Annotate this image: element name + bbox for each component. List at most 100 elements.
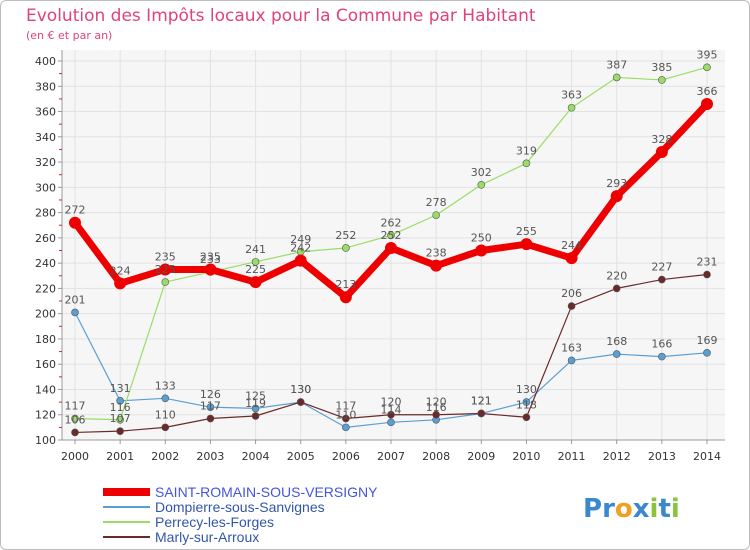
series-point [567,356,576,365]
y-tick-label: 160 [35,358,56,371]
data-label: 130 [290,383,311,396]
series-point [251,404,260,413]
data-label: 110 [155,408,176,421]
data-label: 252 [381,229,402,242]
x-tick-label: 2014 [693,450,721,463]
series-point [703,270,711,279]
series-point [342,244,350,252]
data-label: 117 [335,400,356,413]
series-0 [69,97,713,304]
data-label: 133 [155,379,176,392]
series-point [522,398,531,406]
y-tick-label: 380 [35,80,56,93]
series-point [522,159,531,168]
grid [62,50,725,441]
data-label: 252 [335,229,356,242]
data-label: 116 [426,401,447,414]
series-1 [71,308,711,432]
series-point [206,414,215,423]
x-tick-label: 2002 [151,450,179,463]
series-point [477,181,486,189]
data-label: 302 [471,166,492,179]
data-label: 255 [516,225,537,238]
x-tick-label: 2010 [512,450,540,463]
x-tick-label: 2006 [332,450,360,463]
proxiti-logo-text: Proxiti [583,494,680,524]
y-tick-label: 120 [35,409,56,422]
data-label: 227 [651,261,672,274]
series-point [71,414,79,423]
series-point [204,263,217,276]
series-2 [71,63,711,424]
data-label: 235 [200,250,221,263]
series-point [703,349,711,357]
data-label: 249 [290,233,311,246]
data-label: 168 [606,335,627,348]
data-label: 272 [65,204,86,217]
data-label: 116 [110,401,131,414]
series-point [385,241,397,254]
logo-letter: t [658,494,670,524]
data-label: 224 [110,264,131,277]
data-label: 385 [651,61,672,74]
data-label: 220 [606,269,627,282]
legend: SAINT-ROMAIN-SOUS-VERSIGNYDompierre-sous… [103,484,378,545]
series-point [655,145,668,158]
proxiti-logo: Proxiti [583,494,680,524]
data-label: 387 [606,58,627,71]
logo-letter: i [650,494,659,524]
series-point [612,350,621,358]
series-point [342,414,350,423]
series-point [430,259,443,272]
data-label: 119 [245,397,266,410]
logo-letter: o [615,494,633,524]
data-label: 117 [200,400,221,413]
data-label: 250 [471,232,492,245]
data-label: 166 [651,338,672,351]
series-point [116,397,124,405]
data-label: 213 [335,278,356,291]
data-label: 262 [381,216,402,229]
data-label: 169 [697,334,718,347]
legend-label-3: Marly-sur-Arroux [155,529,259,545]
series-point [475,244,488,257]
legend-label-2: Perrecy-les-Forges [155,514,274,530]
data-label: 110 [335,408,356,421]
x-tick-label: 2012 [603,450,631,463]
chart-title: Evolution des Impôts locaux pour la Comm… [26,6,536,26]
data-label: 117 [65,400,86,413]
y-tick-label: 180 [35,333,56,346]
data-label: 107 [110,412,131,425]
series-point [387,231,395,240]
series-point [567,302,576,310]
series-point [522,413,531,422]
series-point [520,238,533,251]
y-tick-label: 200 [35,308,56,321]
series-point [296,398,305,406]
series-point [703,63,711,72]
data-label: 225 [155,263,176,276]
data-label: 114 [381,403,402,416]
series-point [71,428,79,437]
data-label: 121 [471,394,492,407]
series-point [294,254,307,267]
series-point [342,423,350,432]
data-label: 163 [561,341,582,354]
y-tick-label: 400 [35,55,56,68]
series-point [206,403,215,411]
series-point [432,410,440,419]
series-point [567,103,576,112]
series-point [161,278,170,286]
data-label: 231 [697,256,718,269]
data-label: 126 [200,388,221,401]
data-label: 241 [245,243,266,256]
series-point [701,97,713,110]
series-point [116,415,124,424]
data-label: 238 [426,247,447,260]
logo-letter: x [633,494,650,524]
series-point [658,275,666,284]
data-label: 395 [697,48,718,61]
x-tick-label: 2008 [422,450,450,463]
